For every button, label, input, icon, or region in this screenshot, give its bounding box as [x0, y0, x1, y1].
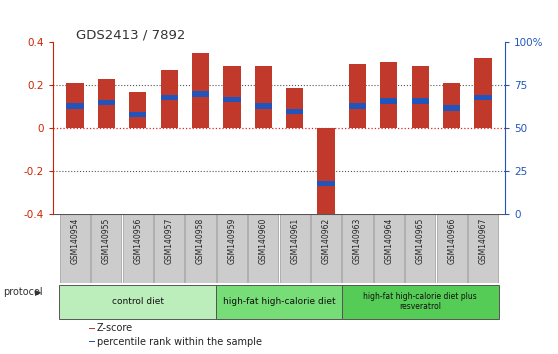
FancyBboxPatch shape	[280, 215, 310, 283]
Bar	[412, 98, 429, 104]
FancyBboxPatch shape	[405, 215, 435, 283]
Bar	[223, 97, 240, 102]
Bar	[380, 98, 397, 104]
Bar	[66, 83, 84, 129]
Bar	[286, 109, 304, 114]
Bar	[380, 62, 397, 129]
FancyBboxPatch shape	[311, 215, 341, 283]
Bar	[66, 103, 84, 109]
FancyBboxPatch shape	[343, 215, 373, 283]
Bar	[192, 53, 209, 129]
Text: high-fat high-calorie diet plus
resveratrol: high-fat high-calorie diet plus resverat…	[363, 292, 477, 311]
FancyBboxPatch shape	[123, 215, 153, 283]
Bar	[129, 92, 146, 129]
FancyBboxPatch shape	[468, 215, 498, 283]
Text: GSM140966: GSM140966	[447, 218, 456, 264]
Text: Z-score: Z-score	[97, 323, 133, 333]
FancyBboxPatch shape	[374, 215, 404, 283]
Bar	[89, 328, 95, 329]
Bar	[443, 105, 460, 110]
Text: GSM140959: GSM140959	[228, 218, 237, 264]
Bar	[254, 103, 272, 109]
FancyBboxPatch shape	[59, 285, 217, 319]
Bar	[412, 66, 429, 129]
Bar	[98, 100, 115, 105]
Text: percentile rank within the sample: percentile rank within the sample	[97, 337, 262, 347]
Text: control diet: control diet	[112, 297, 163, 306]
Text: GSM140962: GSM140962	[321, 218, 330, 264]
Text: GSM140957: GSM140957	[165, 218, 174, 264]
FancyBboxPatch shape	[217, 215, 247, 283]
FancyBboxPatch shape	[217, 285, 341, 319]
Text: protocol: protocol	[3, 287, 42, 297]
Bar	[254, 66, 272, 129]
Text: GSM140955: GSM140955	[102, 218, 111, 264]
Bar	[474, 95, 492, 100]
Bar	[349, 103, 366, 109]
Text: GSM140967: GSM140967	[479, 218, 488, 264]
Bar	[286, 88, 304, 129]
Text: GSM140965: GSM140965	[416, 218, 425, 264]
Text: high-fat high-calorie diet: high-fat high-calorie diet	[223, 297, 335, 306]
Text: GSM140961: GSM140961	[290, 218, 299, 264]
Bar	[318, 181, 335, 186]
Bar	[349, 64, 366, 129]
Text: GSM140956: GSM140956	[133, 218, 142, 264]
Bar	[474, 58, 492, 129]
Text: GSM140964: GSM140964	[384, 218, 393, 264]
FancyBboxPatch shape	[248, 215, 278, 283]
Bar	[192, 91, 209, 97]
Bar	[129, 112, 146, 118]
FancyBboxPatch shape	[60, 215, 90, 283]
Bar	[161, 70, 178, 129]
FancyBboxPatch shape	[92, 215, 122, 283]
Text: GDS2413 / 7892: GDS2413 / 7892	[76, 28, 185, 41]
Text: GSM140954: GSM140954	[70, 218, 79, 264]
Text: GSM140960: GSM140960	[259, 218, 268, 264]
FancyBboxPatch shape	[341, 285, 499, 319]
FancyBboxPatch shape	[436, 215, 466, 283]
Text: GSM140963: GSM140963	[353, 218, 362, 264]
Bar	[223, 66, 240, 129]
Bar	[318, 129, 335, 215]
Text: GSM140958: GSM140958	[196, 218, 205, 264]
Text: ▶: ▶	[35, 287, 41, 297]
FancyBboxPatch shape	[154, 215, 184, 283]
FancyBboxPatch shape	[185, 215, 215, 283]
Bar	[443, 83, 460, 129]
Bar	[161, 95, 178, 100]
Bar	[98, 79, 115, 129]
